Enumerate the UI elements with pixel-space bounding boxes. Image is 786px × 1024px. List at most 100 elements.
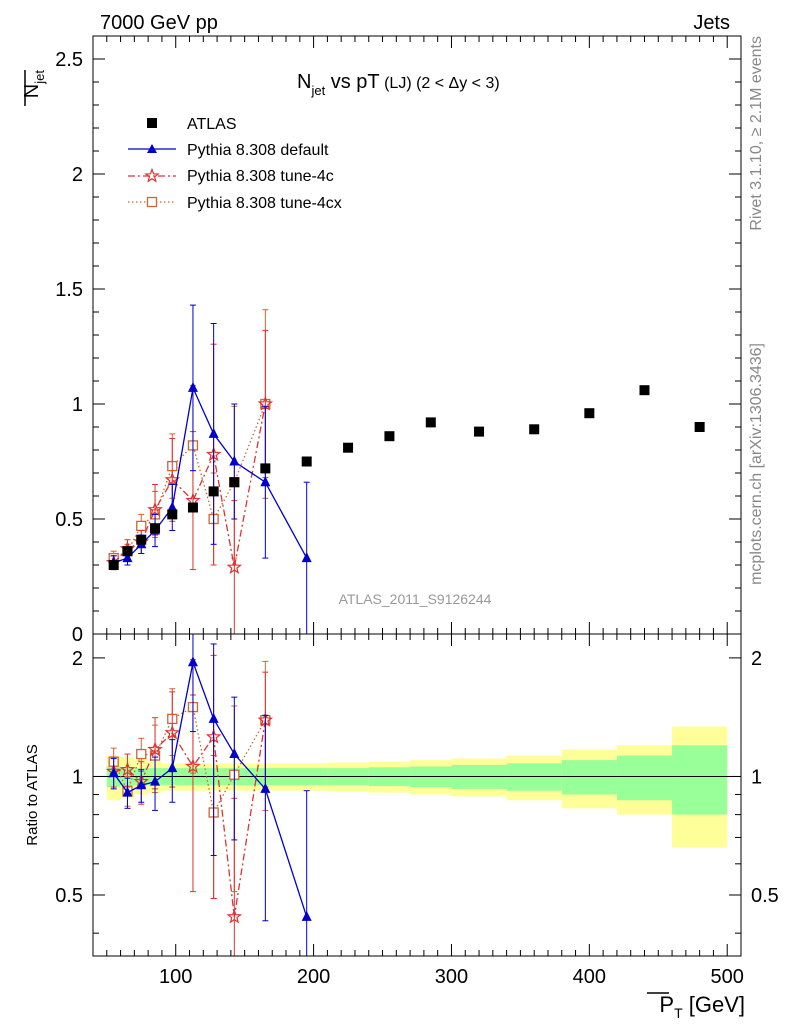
main-ytick-label: 1.5 bbox=[55, 279, 83, 301]
category-label: Jets bbox=[693, 12, 730, 34]
main-ytick-label: 2.5 bbox=[55, 49, 83, 71]
main-point-default bbox=[229, 455, 240, 466]
legend-entry-tune4cx: Pythia 8.308 tune-4cx bbox=[128, 195, 342, 212]
ratio-line-default bbox=[113, 659, 308, 918]
ratio-bands bbox=[106, 726, 728, 848]
legend: ATLAS Pythia 8.308 default Pythia 8.308 … bbox=[128, 116, 342, 212]
band-inner bbox=[561, 760, 617, 795]
main-point-tune4c bbox=[226, 559, 243, 574]
legend-entry-default: Pythia 8.308 default bbox=[128, 142, 329, 159]
main-ytick-label: 2 bbox=[72, 164, 83, 186]
analysis-id: ATLAS_2011_S9126244 bbox=[339, 591, 492, 607]
ratio-point-default bbox=[229, 748, 240, 759]
legend-label-default: Pythia 8.308 default bbox=[187, 142, 329, 159]
legend-label-tune4c: Pythia 8.308 tune-4c bbox=[187, 168, 334, 185]
ratio-data-layer bbox=[93, 633, 741, 956]
main-axes: 0.5 1 1.5 2 2.5 0 bbox=[55, 36, 741, 646]
xlabel-main: P bbox=[659, 992, 674, 1017]
main-point-atlas bbox=[639, 385, 650, 396]
ratio-xtick-label: 300 bbox=[435, 966, 468, 988]
main-panel: 0.5 1 1.5 2 2.5 0 Njet vs pT (LJ) (2 < Δy < 3… bbox=[21, 35, 742, 646]
xlabel-sub: T bbox=[674, 1005, 683, 1021]
main-point-atlas bbox=[229, 477, 240, 488]
main-point-atlas bbox=[584, 408, 595, 419]
legend-entry-atlas: ATLAS bbox=[147, 116, 237, 133]
legend-label-atlas: ATLAS bbox=[187, 116, 237, 133]
ratio-point-default bbox=[167, 762, 178, 773]
main-line-tune4c bbox=[113, 403, 266, 568]
main-point-default bbox=[260, 476, 271, 487]
ratio-frame bbox=[92, 633, 742, 957]
band-inner bbox=[506, 763, 562, 791]
main-point-atlas bbox=[150, 523, 161, 534]
ratio-point-default bbox=[187, 656, 198, 667]
plot-title: Njet vs pT (LJ) (2 < Δy < 3) bbox=[297, 71, 500, 98]
ratio-ytick-label-right: 1 bbox=[751, 766, 762, 788]
main-point-atlas bbox=[136, 534, 147, 545]
main-point-atlas bbox=[474, 426, 485, 437]
rivet-label: Rivet 3.1.10, ≥ 2.1M events bbox=[748, 36, 765, 231]
main-point-atlas bbox=[343, 442, 354, 453]
ratio-ytick-label-right: 0.5 bbox=[751, 885, 779, 907]
ratio-point-tune4c bbox=[185, 758, 201, 774]
main-point-atlas bbox=[529, 424, 540, 435]
legend-entry-tune4c: Pythia 8.308 tune-4c bbox=[128, 167, 334, 185]
ratio-ytick-label: 0.5 bbox=[55, 885, 83, 907]
mcplots-label: mcplots.cern.ch [arXiv:1306.3436] bbox=[748, 343, 765, 585]
main-point-atlas bbox=[425, 417, 436, 428]
ratio-ytick-label: 2 bbox=[72, 648, 83, 670]
main-point-default bbox=[187, 381, 198, 392]
xlabel-unit: [GeV] bbox=[683, 992, 745, 1017]
plot-title-small: (LJ) (2 < Δy < 3) bbox=[380, 75, 500, 92]
plot-title-main: N bbox=[297, 71, 311, 93]
legend-marker-tune4c bbox=[144, 167, 160, 183]
main-point-atlas bbox=[167, 509, 178, 520]
ratio-series-default bbox=[108, 633, 312, 956]
ratio-panel: 100 200 300 400 500 0.5 0.5 1 1 2 2 Ratio to ATLAS… bbox=[24, 633, 779, 1021]
ratio-point-default bbox=[136, 779, 147, 790]
main-series-tune4c bbox=[105, 329, 274, 634]
ratio-point-tune4c bbox=[164, 724, 181, 740]
legend-label-tune4cx: Pythia 8.308 tune-4cx bbox=[187, 195, 342, 212]
ratio-series-tune4c bbox=[105, 654, 274, 956]
ratio-point-tune4c bbox=[226, 908, 243, 924]
ratio-point-default bbox=[260, 782, 271, 793]
ratio-point-tune4cx bbox=[136, 748, 147, 760]
ylabel-text: Njet bbox=[21, 70, 47, 99]
ylabel-main: N bbox=[21, 84, 43, 98]
legend-marker-tune4cx bbox=[146, 196, 158, 208]
main-point-default bbox=[208, 427, 219, 438]
ratio-ytick-label-right: 2 bbox=[751, 648, 762, 670]
main-series-atlas bbox=[108, 385, 705, 570]
ratio-xtick-label: 100 bbox=[159, 966, 192, 988]
ratio-point-default bbox=[301, 910, 312, 921]
legend-marker-atlas bbox=[147, 118, 157, 128]
main-data-layer bbox=[105, 304, 705, 634]
main-point-atlas bbox=[260, 463, 271, 474]
main-point-tune4cx bbox=[136, 520, 147, 532]
main-point-atlas bbox=[122, 546, 133, 557]
main-point-atlas bbox=[694, 422, 705, 432]
main-ylabel: Njet bbox=[21, 70, 47, 106]
ratio-xtick-label: 200 bbox=[297, 966, 330, 988]
main-point-default bbox=[301, 552, 312, 563]
main-point-atlas bbox=[301, 456, 312, 467]
energy-label: 7000 GeV pp bbox=[100, 12, 218, 34]
ylabel-sub: jet bbox=[32, 70, 47, 85]
ratio-point-default bbox=[122, 786, 133, 797]
main-point-atlas bbox=[108, 560, 119, 570]
main-series-tune4cx bbox=[108, 309, 271, 566]
plot-title-rest: vs pT bbox=[325, 71, 379, 93]
main-point-tune4c bbox=[147, 501, 163, 517]
ratio-xtick-label: 400 bbox=[573, 966, 606, 988]
ratio-axes: 100 200 300 400 500 0.5 0.5 1 1 2 2 bbox=[55, 634, 779, 988]
main-point-atlas bbox=[384, 431, 395, 442]
ratio-point-default bbox=[208, 712, 219, 723]
main-point-default bbox=[167, 501, 178, 512]
ratio-xtick-label: 500 bbox=[711, 966, 744, 988]
main-point-default bbox=[122, 552, 133, 563]
ratio-ytick-label: 1 bbox=[72, 766, 83, 788]
main-ytick-label: 1 bbox=[72, 394, 83, 416]
ratio-line-tune4cx bbox=[113, 706, 266, 815]
